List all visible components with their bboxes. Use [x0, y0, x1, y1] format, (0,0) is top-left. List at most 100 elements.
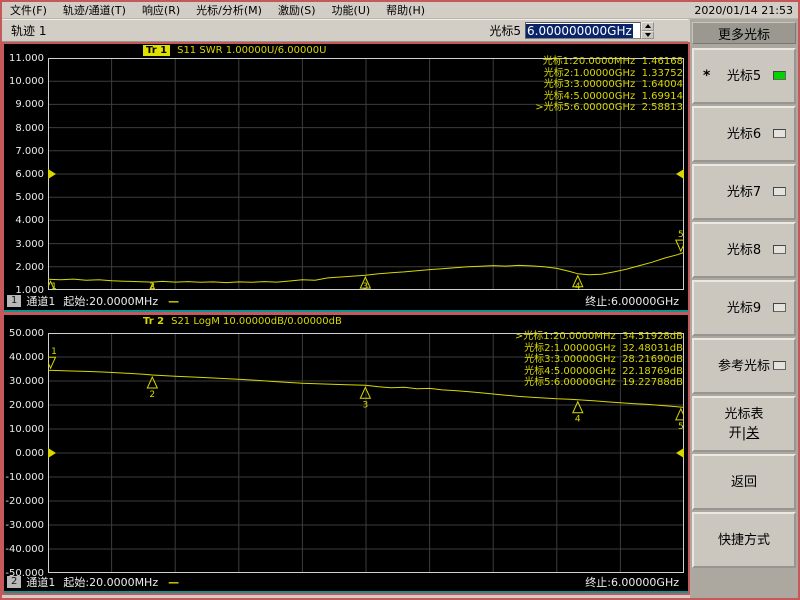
step-up-button[interactable] — [641, 22, 654, 31]
channel-badge: 1 — [7, 295, 22, 307]
marker-readout: 光标5:6.00000GHz 19.22788dB — [524, 377, 683, 388]
marker-triangle-1[interactable] — [48, 280, 56, 290]
trace-header: Tr 2 S21 LogM 10.00000dB/0.00000dB — [143, 316, 342, 327]
softkey-光标9[interactable]: 光标9 — [692, 280, 796, 336]
sweep-progress-dash: — — [168, 294, 180, 308]
y-axis-tick-label: 1.000 — [15, 285, 44, 296]
y-axis-tick-label: 30.000 — [9, 376, 44, 387]
marker-readout-active: >光标1:20.0000MHz 34.51928dB — [514, 331, 683, 342]
sweep-progress-dash: — — [168, 575, 180, 589]
trace-badge[interactable]: Tr 2 — [143, 316, 165, 327]
marker-triangle-3[interactable] — [359, 386, 372, 399]
marker-number-2: 2 — [149, 390, 155, 400]
marker-number-3: 3 — [362, 400, 368, 410]
marker-number-5: 5 — [678, 230, 684, 240]
clock: 2020/01/14 21:53 — [694, 3, 793, 17]
channel-status-bar: 2 通道1 起始:20.0000MHz — 终止:6.00000GHz — [7, 575, 685, 589]
y-axis-tick-label: 10.000 — [9, 76, 44, 88]
marker-frequency-input[interactable]: 6.000000000GHz — [525, 22, 641, 39]
softkey-光标8[interactable]: 光标8 — [692, 222, 796, 278]
y-axis-tick-label: 2.000 — [15, 261, 44, 273]
y-axis-tick-label: 7.000 — [15, 145, 44, 157]
marker-off-indicator — [773, 245, 786, 254]
channel-badge: 2 — [7, 576, 22, 588]
marker-triangle-5[interactable] — [675, 239, 684, 253]
marker-number-5: 5 — [678, 422, 684, 432]
softkey-参考光标[interactable]: 参考光标 — [692, 338, 796, 394]
trace-selector[interactable]: 轨迹 1 — [11, 24, 47, 38]
plot-area: 1 2 3 4 5 — [48, 58, 684, 290]
marker-triangle-4[interactable] — [572, 274, 584, 288]
marker-readout: 光标1:20.0000MHz 1.46168 — [542, 56, 683, 67]
y-axis-tick-label: 10.000 — [9, 424, 44, 435]
marker-readout: 光标3:3.00000GHz 28.21690dB — [524, 354, 683, 365]
marker-triangle-2[interactable] — [147, 282, 157, 290]
marker-readout: 光标2:1.00000GHz 1.33752 — [543, 67, 683, 79]
marker-off-indicator — [773, 187, 786, 196]
softkey-label: 光标表 — [724, 407, 764, 422]
y-axis-tick-label: -50.000 — [5, 568, 44, 579]
menu-item[interactable]: 文件(F) — [10, 4, 47, 17]
softkey-buttons: * 光标5 光标6 光标7 光标8 光标9 参考光标 光标表 开|关返回快捷方式 — [692, 48, 796, 568]
menu-item[interactable]: 功能(U) — [331, 4, 371, 17]
marker-readout: 光标4:5.00000GHz 22.18769dB — [524, 365, 683, 377]
softkey-label: 光标6 — [726, 126, 762, 142]
chart-panel-s21: Tr 2 S21 LogM 10.00000dB/0.00000dB 50.000 4… — [4, 315, 688, 593]
marker-readout: 光标3:3.00000GHz 1.64004 — [543, 79, 683, 90]
marker-triangle-2[interactable] — [146, 375, 159, 389]
y-axis-tick-label: 8.000 — [15, 122, 44, 134]
menu-item[interactable]: 响应(R) — [141, 4, 181, 17]
menu-item[interactable]: 激励(S) — [277, 4, 316, 17]
marker-number-4: 4 — [575, 415, 581, 425]
marker-triangle-5[interactable] — [675, 407, 684, 421]
marker-on-led — [773, 71, 786, 80]
ref-level-arrow-right — [676, 169, 684, 179]
softkey-光标5[interactable]: * 光标5 — [692, 48, 796, 104]
softkey-光标6[interactable]: 光标6 — [692, 106, 796, 162]
more-markers-button[interactable]: 更多光标 — [692, 22, 796, 44]
y-axis-tick-label: 50.000 — [9, 328, 44, 339]
softkey-label: 返回 — [730, 474, 757, 490]
y-axis-tick-label: -10.000 — [5, 472, 44, 483]
toolbar: 轨迹 1 光标5 6.000000000GHz — [2, 19, 688, 42]
y-axis-tick-label: 11.000 — [9, 53, 44, 64]
menu-item[interactable]: 轨迹/通道(T) — [62, 4, 126, 17]
trace-format-title: S21 LogM 10.00000dB/0.00000dB — [171, 316, 342, 327]
y-axis-tick-label: 40.000 — [9, 352, 44, 363]
y-axis-tick-label: 5.000 — [15, 192, 44, 204]
marker-readout: 光标2:1.00000GHz 32.48031dB — [524, 342, 683, 354]
y-axis-tick-label: -30.000 — [5, 520, 44, 531]
softkey-返回[interactable]: 返回 — [692, 454, 796, 510]
trace-header: Tr 1 S11 SWR 1.00000U/6.00000U — [143, 45, 326, 56]
measurement-trace — [48, 251, 684, 284]
y-axis-tick-label: 3.000 — [15, 238, 44, 250]
measurement-display: Tr 1 S11 SWR 1.00000U/6.00000U 11.000 10.00… — [2, 42, 690, 595]
y-axis-tick-label: 4.000 — [15, 215, 44, 227]
menu-items: 文件(F) 轨迹/通道(T) 响应(R) 光标/分析(M) 激励(S) 功能(U) 帮助(H… — [2, 1, 433, 19]
marker-triangle-3[interactable] — [359, 275, 372, 289]
marker-entry: 光标5 6.000000000GHz — [489, 22, 688, 39]
marker-triangle-1[interactable] — [48, 356, 57, 370]
softkey-快捷方式[interactable]: 快捷方式 — [692, 512, 796, 568]
y-axis-tick-label: 20.000 — [9, 400, 44, 411]
marker-number-2: 2 — [149, 282, 155, 290]
softkey-label: 光标9 — [726, 300, 762, 316]
softkey-label: 光标8 — [726, 242, 762, 258]
menu-item[interactable]: 光标/分析(M) — [196, 4, 262, 17]
y-axis-tick-label: 6.000 — [15, 169, 44, 180]
ref-level-arrow-left — [48, 169, 56, 179]
trace-format-title: S11 SWR 1.00000U/6.00000U — [177, 45, 327, 56]
softkey-光标7[interactable]: 光标7 — [692, 164, 796, 220]
marker-off-indicator — [773, 361, 786, 370]
ref-level-arrow-right — [676, 448, 684, 458]
start-frequency-label: 起始:20.0000MHz — [63, 576, 159, 589]
stop-frequency-label: 终止:6.00000GHz — [585, 295, 679, 308]
menu-item[interactable]: 帮助(H) — [386, 4, 426, 17]
step-down-button[interactable] — [641, 30, 654, 39]
softkey-光标表[interactable]: 光标表 开|关 — [692, 396, 796, 452]
up-arrow-icon — [644, 24, 651, 29]
marker-number-3: 3 — [362, 282, 368, 290]
trace-badge[interactable]: Tr 1 — [143, 45, 171, 56]
marker-triangle-4[interactable] — [572, 400, 584, 414]
stop-frequency-label: 终止:6.00000GHz — [585, 576, 679, 589]
